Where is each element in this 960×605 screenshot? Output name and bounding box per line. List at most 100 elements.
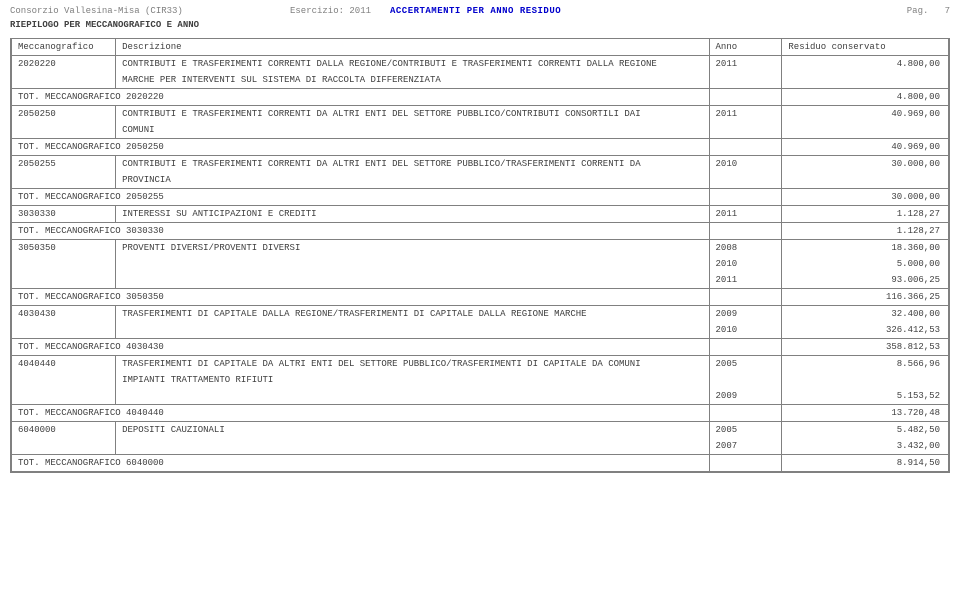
table-row: 2050255CONTRIBUTI E TRASFERIMENTI CORREN… xyxy=(12,156,949,173)
cell-residuo: 30.000,00 xyxy=(782,156,949,173)
cell-descrizione: TRASFERIMENTI DI CAPITALE DALLA REGIONE/… xyxy=(116,306,709,323)
table-row: 2050250CONTRIBUTI E TRASFERIMENTI CORREN… xyxy=(12,106,949,123)
cell-descrizione: INTERESSI SU ANTICIPAZIONI E CREDITI xyxy=(116,206,709,223)
cell-residuo: 3.432,00 xyxy=(782,438,949,455)
total-anno-blank xyxy=(709,289,782,306)
total-label-left: TOT. MECCANOGRAFICO 4040440 xyxy=(12,405,710,422)
cell-anno-blank xyxy=(709,122,782,139)
cell-residuo: 32.400,00 xyxy=(782,306,949,323)
cell-descrizione: CONTRIBUTI E TRASFERIMENTI CORRENTI DALL… xyxy=(116,56,709,73)
col-header-meccanografico: Meccanografico xyxy=(12,39,116,56)
total-value: 358.812,53 xyxy=(782,339,949,356)
cell-anno: 2010 xyxy=(709,256,782,272)
report-header: Consorzio Vallesina-Misa (CIR33) Eserciz… xyxy=(10,6,950,16)
cell-residuo: 5.153,52 xyxy=(782,388,949,405)
cell-descrizione: CONTRIBUTI E TRASFERIMENTI CORRENTI DA A… xyxy=(116,106,709,123)
total-label-left: TOT. MECCANOGRAFICO 2050250 xyxy=(12,139,710,156)
cell-meccanografico: 2020220 xyxy=(12,56,116,73)
cell-descrizione: CONTRIBUTI E TRASFERIMENTI CORRENTI DA A… xyxy=(116,156,709,173)
cell-anno: 2010 xyxy=(709,156,782,173)
cell-meccanografico: 4030430 xyxy=(12,306,116,323)
cell-anno-blank xyxy=(709,372,782,388)
cell-descrizione: TRASFERIMENTI DI CAPITALE DA ALTRI ENTI … xyxy=(116,356,709,373)
table-row: TOT. MECCANOGRAFICO 4030430 358.812,53 xyxy=(12,339,949,356)
report-table-wrap: Meccanografico Descrizione Anno Residuo … xyxy=(10,38,950,473)
cell-meccanografico-blank xyxy=(12,72,116,89)
cell-residuo-blank xyxy=(782,372,949,388)
total-label-left: TOT. MECCANOGRAFICO 6040000 xyxy=(12,455,710,472)
cell-meccanografico-blank xyxy=(12,272,116,289)
total-anno-blank xyxy=(709,189,782,206)
total-anno-blank xyxy=(709,405,782,422)
cell-meccanografico-blank xyxy=(12,122,116,139)
cell-descrizione-cont: COMUNI xyxy=(116,122,709,139)
table-row: 20095.153,52 xyxy=(12,388,949,405)
cell-anno: 2008 xyxy=(709,240,782,257)
cell-descrizione-cont: PROVINCIA xyxy=(116,172,709,189)
cell-anno-blank xyxy=(709,72,782,89)
table-row: 2020220CONTRIBUTI E TRASFERIMENTI CORREN… xyxy=(12,56,949,73)
org-name: Consorzio Vallesina-Misa (CIR33) xyxy=(10,6,290,16)
table-row: TOT. MECCANOGRAFICO 2050255 30.000,00 xyxy=(12,189,949,206)
cell-residuo: 4.800,00 xyxy=(782,56,949,73)
cell-anno: 2011 xyxy=(709,106,782,123)
total-label-left: TOT. MECCANOGRAFICO 4030430 xyxy=(12,339,710,356)
cell-anno: 2005 xyxy=(709,356,782,373)
total-label-left: TOT. MECCANOGRAFICO 3030330 xyxy=(12,223,710,240)
total-label-left: TOT. MECCANOGRAFICO 2050255 xyxy=(12,189,710,206)
table-row: 6040000DEPOSITI CAUZIONALI20055.482,50 xyxy=(12,422,949,439)
cell-meccanografico-blank xyxy=(12,388,116,405)
cell-meccanografico-blank xyxy=(12,438,116,455)
total-value: 13.720,48 xyxy=(782,405,949,422)
table-row: 2010326.412,53 xyxy=(12,322,949,339)
cell-anno: 2005 xyxy=(709,422,782,439)
cell-meccanografico: 3030330 xyxy=(12,206,116,223)
report-title: ACCERTAMENTI PER ANNO RESIDUO xyxy=(390,6,890,16)
table-row: 4040440TRASFERIMENTI DI CAPITALE DA ALTR… xyxy=(12,356,949,373)
cell-anno: 2007 xyxy=(709,438,782,455)
cell-descrizione-blank xyxy=(116,322,709,339)
cell-residuo: 8.566,96 xyxy=(782,356,949,373)
total-anno-blank xyxy=(709,455,782,472)
cell-meccanografico: 6040000 xyxy=(12,422,116,439)
cell-residuo: 326.412,53 xyxy=(782,322,949,339)
exercise-year: Esercizio: 2011 xyxy=(290,6,390,16)
cell-meccanografico: 2050250 xyxy=(12,106,116,123)
cell-residuo: 5.482,50 xyxy=(782,422,949,439)
page-label: Pag. 7 xyxy=(890,6,950,16)
cell-anno: 2009 xyxy=(709,388,782,405)
table-row: MARCHE PER INTERVENTI SUL SISTEMA DI RAC… xyxy=(12,72,949,89)
col-header-anno: Anno xyxy=(709,39,782,56)
table-row: 3030330INTERESSI SU ANTICIPAZIONI E CRED… xyxy=(12,206,949,223)
total-anno-blank xyxy=(709,139,782,156)
table-row: 20073.432,00 xyxy=(12,438,949,455)
cell-residuo-blank xyxy=(782,172,949,189)
cell-anno: 2010 xyxy=(709,322,782,339)
col-header-descrizione: Descrizione xyxy=(116,39,709,56)
cell-residuo-blank xyxy=(782,122,949,139)
cell-anno: 2011 xyxy=(709,272,782,289)
total-value: 116.366,25 xyxy=(782,289,949,306)
cell-anno-blank xyxy=(709,172,782,189)
col-header-residuo: Residuo conservato xyxy=(782,39,949,56)
cell-residuo: 93.006,25 xyxy=(782,272,949,289)
cell-descrizione-blank xyxy=(116,438,709,455)
cell-descrizione-blank xyxy=(116,272,709,289)
total-anno-blank xyxy=(709,223,782,240)
table-row: 4030430TRASFERIMENTI DI CAPITALE DALLA R… xyxy=(12,306,949,323)
cell-meccanografico-blank xyxy=(12,172,116,189)
cell-meccanografico-blank xyxy=(12,372,116,388)
total-value: 4.800,00 xyxy=(782,89,949,106)
table-row: COMUNI xyxy=(12,122,949,139)
table-row: PROVINCIA xyxy=(12,172,949,189)
table-row: TOT. MECCANOGRAFICO 60400008.914,50 xyxy=(12,455,949,472)
cell-descrizione: DEPOSITI CAUZIONALI xyxy=(116,422,709,439)
cell-meccanografico: 4040440 xyxy=(12,356,116,373)
cell-anno: 2011 xyxy=(709,56,782,73)
cell-descrizione-blank xyxy=(116,388,709,405)
total-value: 30.000,00 xyxy=(782,189,949,206)
table-row: TOT. MECCANOGRAFICO 205025040.969,00 xyxy=(12,139,949,156)
cell-meccanografico: 2050255 xyxy=(12,156,116,173)
cell-descrizione: PROVENTI DIVERSI/PROVENTI DIVERSI xyxy=(116,240,709,257)
cell-descrizione-cont: MARCHE PER INTERVENTI SUL SISTEMA DI RAC… xyxy=(116,72,709,89)
